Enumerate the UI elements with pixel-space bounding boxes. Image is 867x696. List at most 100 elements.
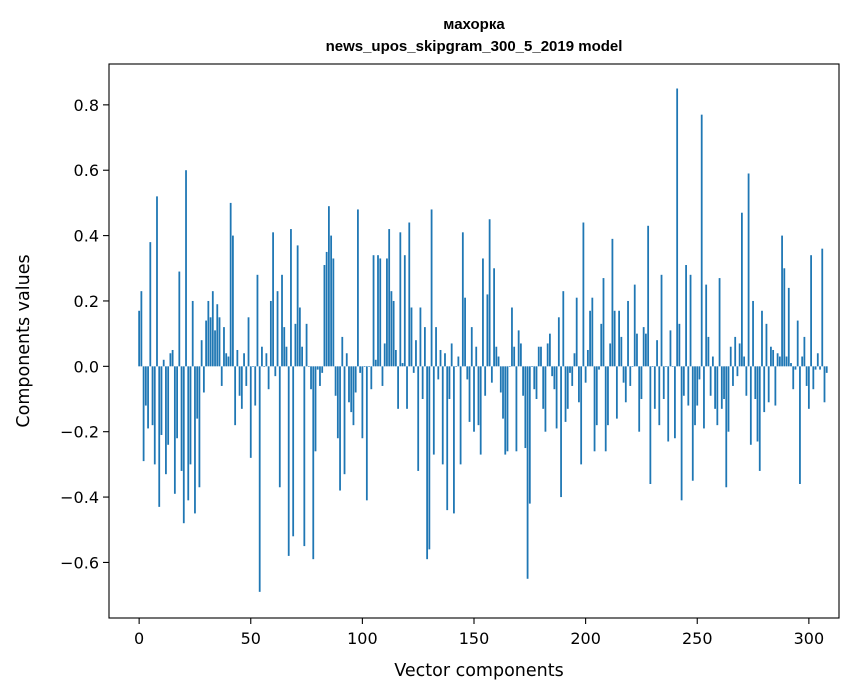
bar [261,346,263,367]
bar [796,320,799,367]
bar [171,349,174,367]
bar [479,366,482,455]
bar [399,232,402,367]
bar [738,343,741,367]
bar [821,248,824,367]
bar [178,271,181,367]
y-tick-label: 0.4 [74,227,99,246]
bar [142,366,145,462]
bar [234,366,237,426]
bar [781,235,783,367]
bar [209,317,212,367]
bar [582,222,585,367]
bar [557,317,560,367]
bar [339,366,341,491]
bar [718,278,721,367]
bar [223,327,225,367]
bar [211,291,214,367]
bar [428,366,431,550]
bar [252,366,254,367]
bar [149,242,152,367]
bar [165,366,167,475]
x-tick-label: 300 [794,629,825,648]
bar [354,366,357,393]
bar [441,366,444,465]
bar [330,235,333,367]
bar [602,278,605,367]
y-tick-label: −0.2 [60,423,99,442]
bar [758,366,761,471]
bar [533,366,536,390]
bar [453,366,455,514]
bar [729,346,732,367]
bar [580,366,583,465]
bar [379,258,382,367]
bar [377,255,379,367]
bar [158,366,161,507]
bar [560,366,562,498]
bar [720,366,723,409]
bar [229,202,232,367]
bar [609,343,612,367]
bar [276,291,279,367]
bar [624,366,627,403]
bar [544,366,547,432]
bar [658,366,661,426]
bar [207,300,210,367]
bar [240,366,243,409]
bar [613,310,616,367]
bar [283,327,286,367]
bar [301,346,303,367]
bar [513,346,516,367]
bar [604,366,607,452]
bar [723,366,725,400]
bar [615,366,618,419]
bar [285,346,288,367]
bar [473,366,475,432]
bar [618,310,620,367]
bar [754,366,757,400]
bar [578,366,580,403]
bar [394,349,397,367]
bar [680,366,683,501]
bar [682,366,685,396]
bar [770,346,772,367]
bar [334,366,337,396]
bar [421,366,424,400]
bar [497,356,500,367]
bar [620,336,623,367]
bar [799,366,801,484]
bar [653,366,656,409]
bar [741,212,743,367]
bar [504,366,507,455]
bar [368,366,370,367]
bar [761,310,763,367]
bar [665,366,667,367]
bar [374,359,377,367]
bar [200,340,203,367]
bar [336,366,339,439]
bar [651,366,654,367]
bar [564,366,567,422]
bar [205,320,208,367]
bar [792,366,795,390]
y-tick-label: −0.4 [60,488,99,507]
bar [772,349,775,367]
bar [381,366,384,386]
bar [631,366,634,367]
bar [169,353,172,367]
bar [446,366,449,511]
bar [359,366,362,373]
bar [341,336,344,367]
bar [767,366,770,403]
bar [245,366,248,386]
bar [546,343,549,367]
bar [595,366,598,426]
bar [468,366,471,422]
bar [725,366,728,488]
bar [408,222,411,367]
bar [787,287,790,367]
bar [138,310,141,367]
bar [807,366,810,409]
bar [647,225,650,367]
